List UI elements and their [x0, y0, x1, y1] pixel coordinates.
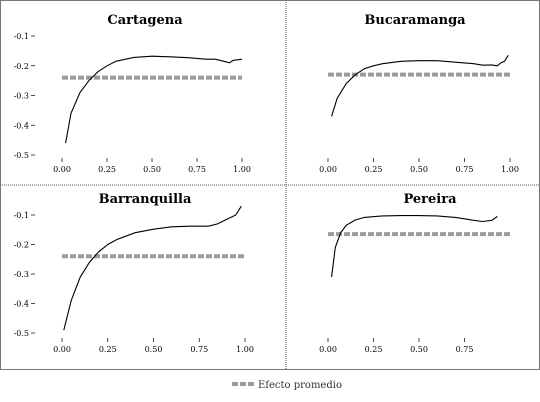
- x-tick-label: 0.00: [53, 165, 71, 174]
- y-tick-label: -0.2: [14, 62, 29, 71]
- panel-title: Bucaramanga: [364, 13, 466, 28]
- panel-2: Bucaramanga 0.00 0.25 0.50 0.75 1.00: [319, 13, 519, 174]
- y-tick-label: -0.5: [14, 329, 29, 338]
- x-tick-label: 0.50: [143, 165, 161, 174]
- x-tick-label: 0.75: [456, 165, 474, 174]
- x-tick-label: 0.00: [319, 345, 337, 354]
- y-tick-label: -0.2: [14, 241, 29, 250]
- x-tick-label: 0.00: [319, 165, 337, 174]
- x-tick-label: 0.25: [365, 345, 383, 354]
- panel-title: Pereira: [403, 192, 457, 207]
- y-tick-label: -0.4: [14, 121, 29, 130]
- x-tick-label: 0.00: [53, 345, 71, 354]
- series-line: [65, 55, 243, 144]
- x-tick-label: 0.25: [99, 345, 117, 354]
- x-tick-label: 0.50: [410, 165, 428, 174]
- x-tick-label: 0.50: [145, 345, 163, 354]
- panel-title: Barranquilla: [99, 192, 192, 207]
- y-tick-label: -0.3: [14, 92, 29, 101]
- y-tick-label: -0.4: [14, 300, 29, 309]
- panel-3: Barranquilla 0.00 0.25 0.50 0.75 1.00 -0.1 -0.2…: [14, 192, 254, 354]
- series-line: [331, 55, 509, 117]
- x-tick-label: 0.75: [456, 345, 474, 354]
- legend-label: Efecto promedio: [258, 380, 342, 391]
- x-tick-label: 0.75: [190, 345, 208, 354]
- y-tick-label: -0.3: [14, 270, 29, 279]
- x-tick-label: 0.25: [365, 165, 383, 174]
- x-tick-label: 0.75: [188, 165, 206, 174]
- x-tick-label: 1.00: [236, 345, 254, 354]
- panels: Cartagena 0.00 0.25 0.50 0.75 1.00 -0.1 -0.2 -0.…: [14, 13, 519, 354]
- panel-4: Pereira 0.00 0.25 0.50 0.75: [319, 192, 510, 354]
- legend: Efecto promedio: [232, 380, 342, 391]
- y-tick-label: -0.1: [14, 32, 29, 41]
- y-tick-label: -0.5: [14, 151, 29, 160]
- x-tick-label: 1.00: [233, 165, 251, 174]
- x-tick-label: 0.50: [410, 345, 428, 354]
- y-tick-label: -0.1: [14, 211, 29, 220]
- panel-title: Cartagena: [107, 13, 183, 28]
- series-line: [63, 205, 242, 331]
- panel-1: Cartagena 0.00 0.25 0.50 0.75 1.00 -0.1 -0.2 -0.…: [14, 13, 251, 174]
- x-tick-label: 0.25: [98, 165, 116, 174]
- x-tick-label: 1.00: [501, 165, 519, 174]
- series-line: [331, 215, 498, 277]
